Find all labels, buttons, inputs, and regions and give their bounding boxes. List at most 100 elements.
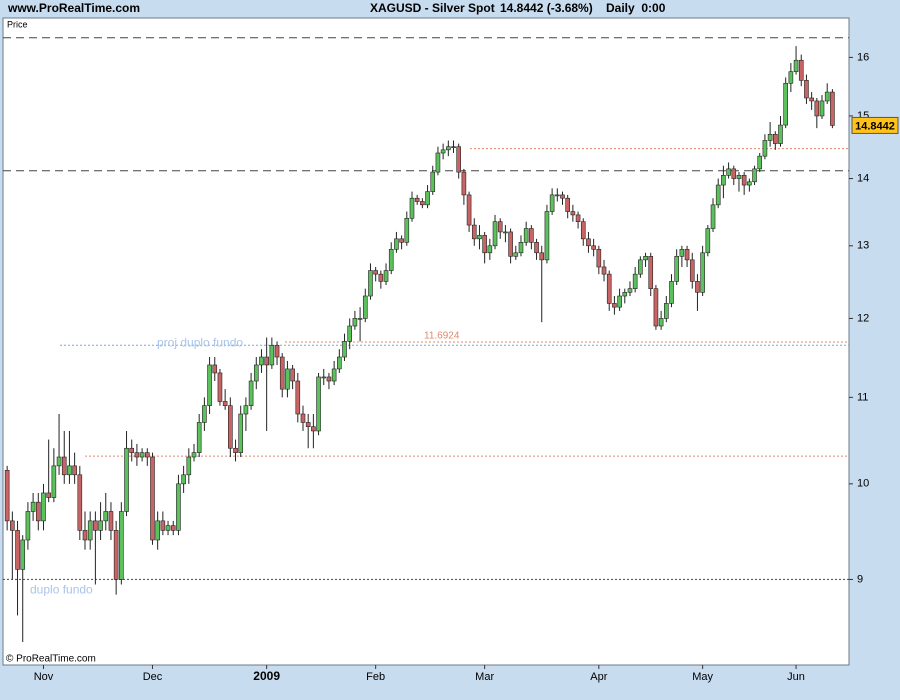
- candle-body: [144, 452, 150, 458]
- candle-body: [726, 168, 731, 176]
- candle-body: [684, 248, 690, 261]
- candle-body: [279, 356, 285, 390]
- candle-body: [565, 197, 570, 212]
- candle-body: [155, 520, 160, 541]
- x-tick-label: Feb: [366, 671, 385, 683]
- candle-body: [196, 422, 202, 453]
- candle-body: [767, 133, 773, 141]
- candle-body: [560, 194, 565, 199]
- candle-body: [643, 256, 648, 261]
- candle-body: [233, 447, 238, 453]
- candle-body: [674, 256, 679, 282]
- candle-body: [238, 413, 244, 453]
- candle-body: [10, 520, 15, 531]
- candle-body: [269, 344, 275, 366]
- candle-body: [207, 364, 212, 406]
- candle-body: [440, 149, 446, 154]
- candle-body: [170, 525, 176, 531]
- candle-body: [793, 59, 799, 72]
- candle-body: [30, 501, 36, 512]
- y-tick-label: 11: [857, 391, 868, 403]
- candle-body: [617, 295, 622, 308]
- candle-body: [388, 248, 394, 271]
- candle-body: [715, 184, 721, 206]
- candle-body: [658, 318, 664, 327]
- candle-body: [731, 168, 737, 179]
- candle-body: [653, 288, 659, 327]
- candle-body: [741, 175, 747, 186]
- candle-body: [98, 520, 103, 531]
- candle-body: [575, 214, 581, 222]
- candle-body: [591, 245, 596, 250]
- candle-body: [783, 82, 788, 126]
- candle-body: [601, 266, 607, 275]
- candle-body: [108, 511, 114, 531]
- candle-body: [788, 71, 794, 84]
- candle-body: [492, 221, 498, 247]
- candle-body: [414, 197, 420, 202]
- x-tick-label: Dec: [143, 671, 163, 683]
- candle-body: [757, 155, 763, 170]
- candle-body: [72, 465, 77, 476]
- y-tick-label: 10: [857, 478, 869, 490]
- candle-body: [134, 452, 140, 458]
- candle-body: [632, 273, 638, 289]
- candle-body: [482, 235, 487, 254]
- candle-body: [186, 456, 192, 476]
- y-tick-label: 14: [857, 172, 869, 184]
- candle-body: [93, 520, 98, 531]
- candle-body: [399, 238, 404, 243]
- candle-body: [290, 368, 295, 382]
- candle-body: [321, 376, 327, 379]
- candle-body: [451, 146, 456, 149]
- candle-body: [555, 194, 560, 197]
- candle-body: [695, 281, 700, 293]
- candle-body: [383, 270, 389, 282]
- candle-body: [176, 483, 181, 531]
- x-tick-label: Nov: [34, 671, 54, 683]
- candle-body: [809, 97, 814, 102]
- candle-body: [409, 197, 415, 219]
- annotation: duplo fundo: [30, 583, 93, 597]
- candle-body: [586, 238, 591, 247]
- candle-body: [446, 146, 451, 151]
- candle-body: [160, 520, 166, 531]
- candle-body: [326, 376, 332, 382]
- candle-body: [222, 401, 228, 406]
- candle-body: [202, 405, 207, 423]
- candle-body: [300, 413, 306, 423]
- last-price: 14.8442: [855, 120, 895, 132]
- candle-body: [119, 511, 124, 580]
- candle-body: [61, 456, 67, 476]
- candle-body: [15, 530, 20, 570]
- candle-body: [612, 303, 617, 308]
- candle-body: [373, 270, 378, 275]
- candle-body: [503, 231, 508, 234]
- candle-body: [20, 539, 26, 570]
- candle-body: [378, 273, 384, 282]
- candle-body: [394, 238, 399, 250]
- candle-body: [477, 235, 482, 240]
- candle-body: [798, 59, 804, 81]
- candle-body: [622, 292, 628, 297]
- candle-body: [752, 168, 757, 183]
- candle-body: [461, 171, 467, 196]
- candle-body: [523, 228, 529, 243]
- candle-body: [638, 259, 643, 275]
- x-tick-label: 2009: [253, 669, 280, 683]
- candle-body: [747, 181, 752, 186]
- candle-body: [25, 511, 31, 541]
- candle-body: [404, 217, 410, 243]
- candle-body: [316, 376, 321, 432]
- candle-body: [311, 426, 316, 432]
- candle-body: [580, 221, 586, 240]
- x-tick-label: May: [692, 671, 713, 683]
- candle-body: [124, 447, 129, 512]
- candle-body: [181, 474, 186, 485]
- candle-body: [259, 356, 264, 366]
- last-price-box: [851, 116, 899, 134]
- candle-body: [41, 492, 46, 522]
- candle-body: [82, 530, 88, 541]
- candle-body: [248, 380, 254, 406]
